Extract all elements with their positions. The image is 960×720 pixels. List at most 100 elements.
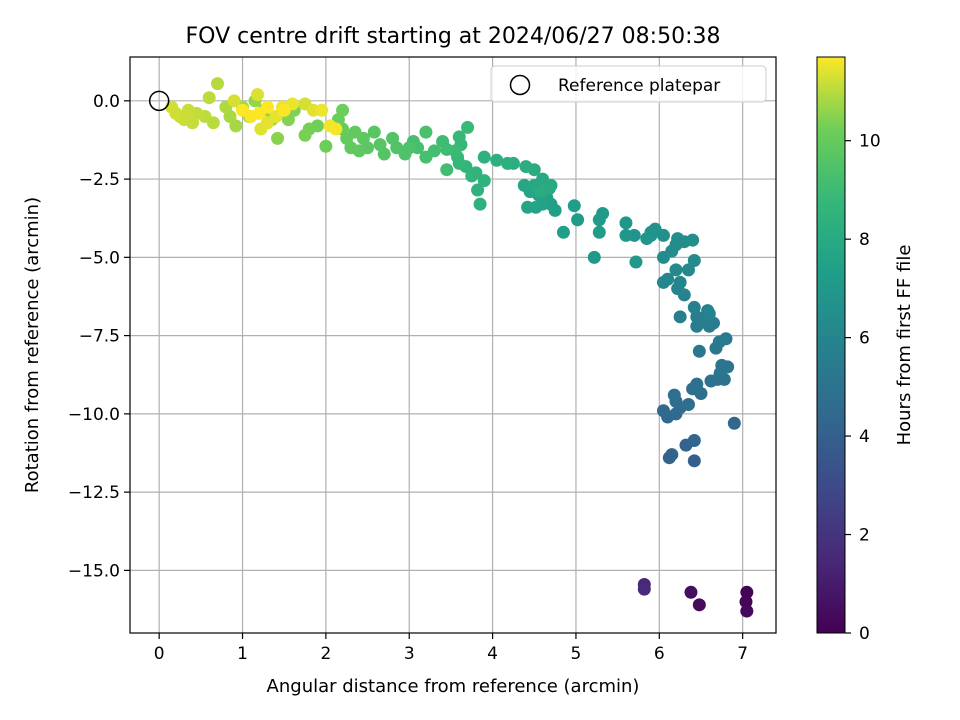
data-point xyxy=(673,275,687,289)
data-point xyxy=(477,174,491,188)
data-point xyxy=(684,585,698,599)
data-point xyxy=(517,178,531,192)
colorbar-gradient xyxy=(816,56,846,634)
colorbar-ticks: 0 2 4 6 8 10 xyxy=(845,132,881,644)
x-tick-label: 3 xyxy=(404,644,415,664)
data-point xyxy=(336,103,350,117)
data-point xyxy=(473,197,487,211)
colorbar-label: Hours from first FF file xyxy=(894,245,915,446)
data-point xyxy=(692,344,706,358)
data-point xyxy=(471,183,485,197)
data-point xyxy=(329,122,343,136)
data-point xyxy=(592,225,606,239)
y-tick-label: −2.5 xyxy=(79,170,120,190)
data-point xyxy=(465,169,479,183)
data-point xyxy=(229,119,243,133)
x-axis-label: Angular distance from reference (arcmin) xyxy=(267,676,640,697)
data-point xyxy=(236,103,250,117)
colorbar-tick-label: 2 xyxy=(859,526,870,546)
data-point xyxy=(637,582,651,596)
chart-title: FOV centre drift starting at 2024/06/27 … xyxy=(186,24,721,49)
data-point xyxy=(587,250,601,264)
data-point xyxy=(261,100,275,114)
grid-lines xyxy=(130,57,776,633)
data-point xyxy=(534,185,548,199)
data-point xyxy=(436,135,450,149)
colorbar-tick-label: 10 xyxy=(859,132,881,152)
legend: Reference platepar xyxy=(490,65,767,103)
y-tick-label: −7.5 xyxy=(79,327,120,347)
data-point xyxy=(719,332,733,346)
colorbar: 0 2 4 6 8 10 Hours from first FF file xyxy=(816,56,915,644)
data-point xyxy=(619,216,633,230)
x-tick-label: 0 xyxy=(154,644,165,664)
data-point xyxy=(440,163,454,177)
data-point xyxy=(673,310,687,324)
data-point xyxy=(687,300,701,314)
colorbar-tick-label: 8 xyxy=(859,230,870,250)
data-point xyxy=(367,125,381,139)
data-point xyxy=(661,272,675,286)
colorbar-tick-label: 4 xyxy=(859,427,870,447)
data-point xyxy=(386,131,400,145)
data-point xyxy=(556,225,570,239)
data-point xyxy=(721,360,735,374)
data-point xyxy=(373,138,387,152)
data-point xyxy=(251,88,265,102)
reference-marker xyxy=(148,90,170,112)
data-point xyxy=(521,200,535,214)
data-point xyxy=(461,120,475,134)
data-point xyxy=(656,404,670,418)
data-point xyxy=(727,416,741,430)
data-point xyxy=(667,388,681,402)
data-point xyxy=(665,448,679,462)
data-point xyxy=(619,228,633,242)
data-point xyxy=(692,598,706,612)
data-point xyxy=(669,263,683,277)
colorbar-tick-label: 6 xyxy=(859,329,870,349)
y-tick-label: 0.0 xyxy=(93,92,120,112)
y-tick-label: −12.5 xyxy=(68,483,120,503)
data-point xyxy=(227,94,241,108)
y-tick-label: −5.0 xyxy=(79,248,120,268)
data-point xyxy=(671,232,685,246)
data-point xyxy=(681,397,695,411)
reference-platepar-marker xyxy=(148,90,170,112)
data-point xyxy=(298,128,312,142)
data-point xyxy=(690,377,704,391)
y-axis-ticks: 0.0 −2.5 −5.0 −7.5 −10.0 −12.5 −15.0 xyxy=(68,92,130,581)
data-point xyxy=(277,103,291,117)
data-point xyxy=(702,307,716,321)
data-point xyxy=(687,253,701,267)
data-point xyxy=(202,91,216,105)
x-tick-label: 2 xyxy=(320,644,331,664)
x-tick-label: 1 xyxy=(237,644,248,664)
data-point xyxy=(271,131,285,145)
x-tick-label: 5 xyxy=(571,644,582,664)
y-axis-label: Rotation from reference (arcmin) xyxy=(22,197,43,493)
data-point xyxy=(681,263,695,277)
x-tick-label: 6 xyxy=(654,644,665,664)
legend-box xyxy=(490,65,767,103)
data-point xyxy=(477,150,491,164)
legend-open-circle-marker xyxy=(509,74,531,96)
data-point xyxy=(490,153,504,167)
plot-area xyxy=(129,56,777,634)
data-point xyxy=(687,454,701,468)
x-tick-label: 7 xyxy=(737,644,748,664)
plot-frame xyxy=(129,56,777,634)
data-point xyxy=(596,207,610,221)
data-point xyxy=(211,77,225,91)
data-point xyxy=(640,232,654,246)
data-point xyxy=(629,255,643,269)
data-point xyxy=(319,139,333,153)
x-tick-label: 4 xyxy=(487,644,498,664)
data-point xyxy=(315,103,329,117)
data-point xyxy=(519,160,533,174)
legend-entry-label: Reference platepar xyxy=(558,76,720,96)
data-point xyxy=(567,199,581,213)
data-point xyxy=(686,233,700,247)
data-point xyxy=(571,213,585,227)
y-tick-label: −10.0 xyxy=(68,405,120,425)
